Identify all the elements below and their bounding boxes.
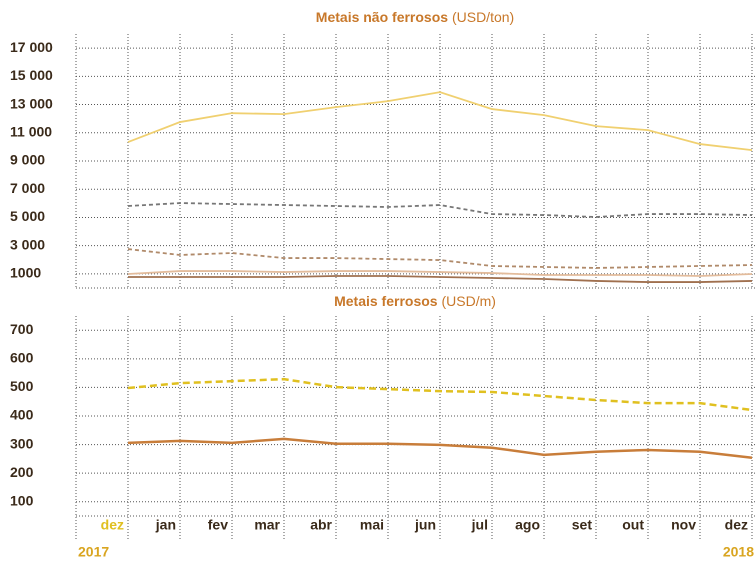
x-tick-label: out — [622, 517, 644, 533]
chart-title: Metais ferrosos (USD/m) — [334, 293, 496, 309]
x-tick-label: ago — [515, 517, 540, 533]
y-tick-label: 1000 — [10, 265, 41, 281]
line — [127, 248, 753, 269]
y-tick-label: 100 — [10, 492, 34, 508]
line — [128, 275, 753, 283]
title: Metais não ferrosos — [316, 9, 448, 25]
y-tick-label: 600 — [10, 350, 34, 366]
y-tick-label: 5 000 — [10, 208, 45, 224]
y-tick-label: 500 — [10, 378, 34, 394]
line — [127, 202, 753, 218]
title-unit: (USD/m) — [441, 293, 495, 309]
line — [127, 377, 753, 412]
y-tick-label: 17 000 — [10, 39, 53, 55]
x-tick-label: mai — [360, 517, 384, 533]
y-tick-label: 300 — [10, 435, 34, 451]
y-tick-label: 15 000 — [10, 67, 53, 83]
y-tick-label: 3 000 — [10, 236, 45, 252]
y-tick-label: 13 000 — [10, 95, 53, 111]
y-tick-label: 7 000 — [10, 180, 45, 196]
chart-title: Metais não ferrosos (USD/ton) — [316, 9, 514, 25]
x-tick-label: jan — [155, 517, 176, 533]
y-tick-label: 200 — [10, 464, 34, 480]
year-label: 2017 — [78, 544, 109, 560]
x-tick-label: set — [572, 517, 593, 533]
x-tick-label: dez — [725, 517, 748, 533]
line — [127, 91, 753, 152]
y-tick-label: 700 — [10, 321, 34, 337]
x-tick-label: dez — [101, 517, 124, 533]
x-tick-label: abr — [310, 517, 332, 533]
x-tick-label: nov — [671, 517, 696, 533]
x-tick-label: mar — [254, 517, 280, 533]
x-tick-label: fev — [208, 517, 228, 533]
x-tick-label: jun — [414, 517, 436, 533]
x-tick-label: jul — [471, 517, 488, 533]
year-label: 2018 — [723, 544, 754, 560]
title: Metais ferrosos — [334, 293, 438, 309]
title-unit: (USD/ton) — [452, 9, 514, 25]
line — [127, 437, 753, 459]
y-tick-label: 400 — [10, 407, 34, 423]
line — [127, 270, 753, 277]
y-tick-label: 9 000 — [10, 152, 45, 168]
y-tick-label: 11 000 — [10, 123, 52, 139]
